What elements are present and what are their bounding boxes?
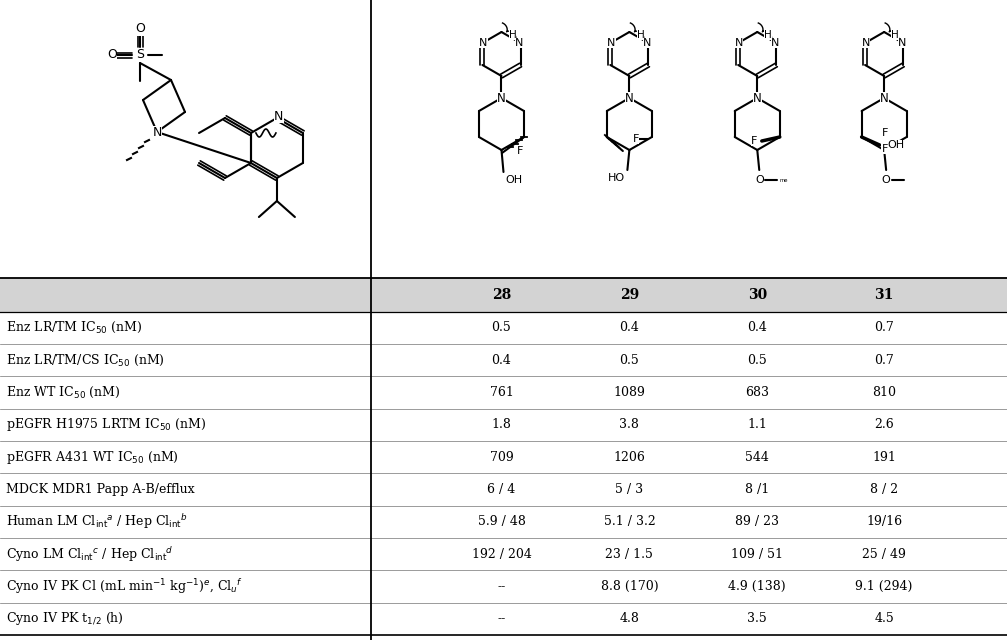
Text: Enz WT IC$_{50}$ (nM): Enz WT IC$_{50}$ (nM) [6, 385, 121, 400]
Text: 709: 709 [489, 451, 514, 463]
Text: 1.1: 1.1 [747, 419, 767, 431]
Text: HO: HO [608, 173, 625, 183]
Text: 4.8: 4.8 [619, 612, 639, 625]
Text: 1206: 1206 [613, 451, 645, 463]
Text: N: N [625, 92, 633, 104]
Text: ₘₑ: ₘₑ [779, 175, 788, 184]
Text: 192 / 204: 192 / 204 [471, 548, 532, 561]
Text: F: F [632, 134, 639, 144]
Text: N: N [880, 92, 888, 104]
Text: Cyno LM Cl$_{\rm int}$$^{c}$ / Hep Cl$_{\rm int}$$^{d}$: Cyno LM Cl$_{\rm int}$$^{c}$ / Hep Cl$_{… [6, 545, 173, 564]
Text: N: N [898, 38, 906, 48]
Text: OH: OH [887, 140, 904, 150]
Text: O: O [135, 22, 145, 35]
Text: --: -- [497, 580, 506, 593]
Text: N: N [862, 38, 870, 48]
Text: 8.8 (170): 8.8 (170) [600, 580, 659, 593]
Text: 29: 29 [619, 288, 639, 302]
Text: 31: 31 [874, 288, 894, 302]
Text: 1.8: 1.8 [491, 419, 512, 431]
Text: 0.7: 0.7 [874, 354, 894, 367]
Text: O: O [107, 49, 117, 61]
Text: Enz LR/TM IC$_{50}$ (nM): Enz LR/TM IC$_{50}$ (nM) [6, 320, 143, 335]
Text: 5 / 3: 5 / 3 [615, 483, 643, 496]
Text: pEGFR A431 WT IC$_{50}$ (nM): pEGFR A431 WT IC$_{50}$ (nM) [6, 449, 179, 466]
Text: 2.6: 2.6 [874, 419, 894, 431]
Text: N: N [735, 38, 743, 48]
Text: N: N [152, 125, 162, 138]
Text: 4.9 (138): 4.9 (138) [728, 580, 786, 593]
Text: 0.4: 0.4 [491, 354, 512, 367]
Text: 9.1 (294): 9.1 (294) [856, 580, 912, 593]
Text: N: N [497, 92, 506, 104]
Text: Cyno IV PK Cl (mL min$^{-1}$ kg$^{-1}$)$^{e}$, Cl$_{u}$$^{f}$: Cyno IV PK Cl (mL min$^{-1}$ kg$^{-1}$)$… [6, 577, 243, 596]
Text: N: N [643, 38, 652, 48]
Text: F: F [881, 128, 888, 138]
Text: 19/16: 19/16 [866, 515, 902, 528]
Text: Human LM Cl$_{\rm int}$$^{a}$ / Hep Cl$_{\rm int}$$^{b}$: Human LM Cl$_{\rm int}$$^{a}$ / Hep Cl$_… [6, 512, 188, 531]
Text: N: N [516, 38, 524, 48]
Text: N: N [274, 109, 284, 122]
Text: 5.9 / 48: 5.9 / 48 [477, 515, 526, 528]
Text: H: H [509, 30, 517, 40]
Text: pEGFR H1975 LRTM IC$_{50}$ (nM): pEGFR H1975 LRTM IC$_{50}$ (nM) [6, 416, 206, 433]
Text: 25 / 49: 25 / 49 [862, 548, 906, 561]
Text: O: O [882, 175, 890, 185]
Text: H: H [636, 30, 644, 40]
Text: 683: 683 [745, 386, 769, 399]
Text: Cyno IV PK t$_{1/2}$ (h): Cyno IV PK t$_{1/2}$ (h) [6, 611, 124, 627]
Text: 0.5: 0.5 [747, 354, 767, 367]
Text: 109 / 51: 109 / 51 [731, 548, 783, 561]
Text: N: N [479, 38, 487, 48]
Text: 6 / 4: 6 / 4 [487, 483, 516, 496]
Text: 3.5: 3.5 [747, 612, 767, 625]
Text: N: N [771, 38, 779, 48]
Text: 1089: 1089 [613, 386, 645, 399]
Text: 0.5: 0.5 [619, 354, 639, 367]
Text: N: N [753, 92, 761, 104]
Text: 0.5: 0.5 [491, 321, 512, 334]
Text: --: -- [497, 612, 506, 625]
Text: 0.4: 0.4 [747, 321, 767, 334]
Text: H: H [891, 30, 899, 40]
Text: N: N [607, 38, 615, 48]
Text: 4.5: 4.5 [874, 612, 894, 625]
Text: F: F [881, 144, 888, 154]
Text: 30: 30 [747, 288, 767, 302]
Text: OH: OH [506, 175, 523, 185]
Text: S: S [136, 49, 144, 61]
Text: 8 / 2: 8 / 2 [870, 483, 898, 496]
Bar [0, 278, 1007, 312]
Text: 8 /1: 8 /1 [745, 483, 769, 496]
Text: O: O [755, 175, 763, 185]
Text: 810: 810 [872, 386, 896, 399]
Text: 28: 28 [491, 288, 512, 302]
Text: F: F [750, 136, 757, 146]
Text: 544: 544 [745, 451, 769, 463]
Text: 0.4: 0.4 [619, 321, 639, 334]
Text: F: F [517, 146, 524, 156]
Text: 3.8: 3.8 [619, 419, 639, 431]
Text: 761: 761 [489, 386, 514, 399]
Text: Enz LR/TM/CS IC$_{50}$ (nM): Enz LR/TM/CS IC$_{50}$ (nM) [6, 353, 165, 368]
Text: MDCK MDR1 Papp A-B/efflux: MDCK MDR1 Papp A-B/efflux [6, 483, 194, 496]
Text: 5.1 / 3.2: 5.1 / 3.2 [603, 515, 656, 528]
Text: 89 / 23: 89 / 23 [735, 515, 779, 528]
Text: 191: 191 [872, 451, 896, 463]
Text: H: H [764, 30, 772, 40]
Text: 23 / 1.5: 23 / 1.5 [605, 548, 654, 561]
Text: 0.7: 0.7 [874, 321, 894, 334]
